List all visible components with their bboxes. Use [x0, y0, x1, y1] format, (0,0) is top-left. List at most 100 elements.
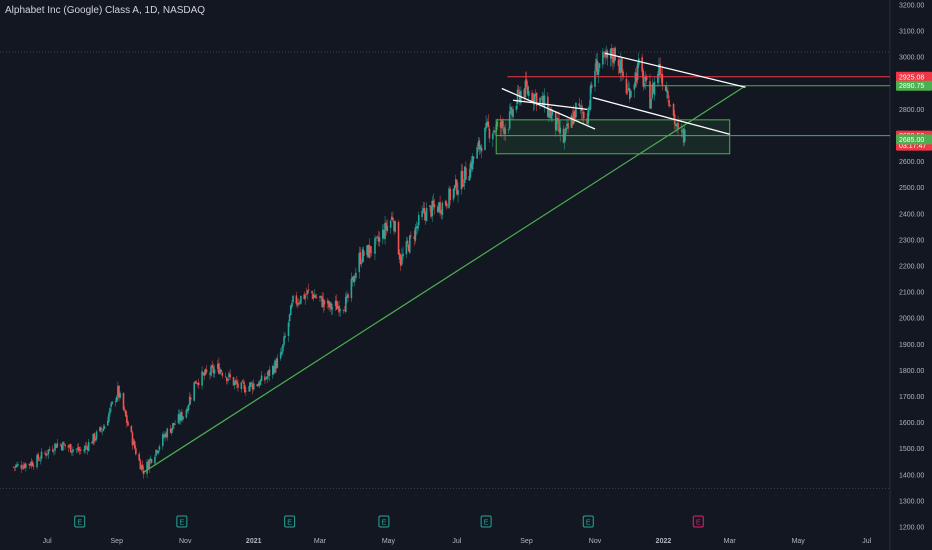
- candle-body: [165, 433, 167, 438]
- candle-body: [578, 103, 581, 106]
- earnings-marker[interactable]: E: [378, 515, 390, 528]
- candle-body: [485, 122, 487, 129]
- candle-body: [657, 73, 659, 83]
- earnings-marker-label: E: [180, 520, 185, 527]
- candle-body: [414, 227, 417, 241]
- candle-body: [344, 297, 347, 313]
- candle-body: [447, 207, 449, 209]
- earnings-marker[interactable]: E: [74, 515, 86, 528]
- earnings-marker[interactable]: E: [284, 515, 296, 528]
- candle-body: [225, 377, 228, 382]
- x-tick-label: 2021: [246, 538, 262, 545]
- candle-body: [368, 245, 371, 258]
- earnings-marker[interactable]: E: [176, 515, 188, 528]
- candle-body: [437, 206, 439, 213]
- candle-body: [541, 95, 544, 99]
- candle-body: [484, 127, 486, 151]
- candle-body: [271, 365, 274, 375]
- candle-body: [16, 464, 18, 467]
- candle-body: [559, 127, 561, 134]
- candle-body: [20, 465, 23, 469]
- candle-body: [138, 454, 141, 461]
- candle-body: [376, 236, 379, 237]
- earnings-marker[interactable]: E: [480, 515, 492, 528]
- earnings-marker[interactable]: E: [692, 515, 704, 528]
- candle-body: [493, 130, 495, 133]
- trendline-0[interactable]: [143, 85, 746, 473]
- candle-body: [12, 466, 15, 468]
- candle-body: [360, 262, 363, 264]
- candle-body: [95, 431, 98, 440]
- candle-body: [297, 302, 300, 304]
- earnings-marker-box: [692, 515, 704, 528]
- candle-body: [283, 336, 285, 345]
- x-tick-label: 2022: [656, 538, 672, 545]
- earnings-marker[interactable]: E: [582, 515, 594, 528]
- earnings-marker-label: E: [287, 520, 292, 527]
- candle-body: [539, 97, 541, 104]
- target-tag-bg: [896, 80, 932, 91]
- candle-body: [117, 385, 119, 397]
- candle-body: [590, 84, 593, 89]
- x-tick-label: Mar: [314, 538, 327, 545]
- candle-body: [413, 236, 416, 239]
- candle-body: [504, 128, 506, 135]
- candle-body: [227, 378, 229, 382]
- candle-body: [197, 382, 200, 386]
- candle-body: [343, 310, 346, 312]
- candle-body: [581, 112, 584, 114]
- candle-body: [111, 401, 114, 404]
- candle-body: [681, 130, 684, 133]
- x-tick-label: Sep: [111, 538, 124, 545]
- candle-body: [102, 428, 105, 431]
- y-tick-label: 3000.00: [899, 55, 924, 62]
- candle-body: [664, 85, 667, 91]
- candle-body: [571, 116, 574, 125]
- y-tick-label: 2200.00: [899, 264, 924, 271]
- chart-title: Alphabet Inc (Google) Class A, 1D, NASDA…: [5, 5, 206, 16]
- candle-body: [63, 443, 65, 445]
- candle-body: [659, 63, 661, 75]
- candle-body: [59, 444, 62, 445]
- earnings-marker-label: E: [586, 520, 591, 527]
- candle-body: [446, 203, 448, 207]
- trendline-4[interactable]: [604, 52, 746, 88]
- candle-body: [148, 460, 151, 469]
- candle-body: [236, 380, 238, 385]
- candle-body: [366, 245, 368, 255]
- trendline-1[interactable]: [501, 87, 596, 130]
- candle-body: [358, 253, 361, 272]
- candle-body: [219, 369, 221, 374]
- candle-body: [370, 251, 373, 253]
- candle-body: [150, 459, 153, 463]
- candle-body: [644, 76, 647, 82]
- candle-body: [471, 156, 474, 170]
- candle-body: [265, 378, 267, 380]
- candle-body: [626, 91, 629, 92]
- candle-body: [547, 96, 549, 117]
- candle-body: [405, 241, 408, 255]
- candle-body: [533, 94, 536, 105]
- candle-body: [242, 382, 245, 384]
- support-zone-rect[interactable]: [495, 119, 731, 155]
- trendline-2[interactable]: [512, 99, 588, 111]
- candle-body: [17, 464, 19, 466]
- candle-body: [29, 463, 32, 466]
- candle-body: [245, 391, 247, 392]
- candle-body: [205, 369, 208, 373]
- candle-body: [28, 463, 30, 465]
- candle-body: [157, 450, 160, 454]
- candle-body: [295, 295, 298, 304]
- candle-body: [456, 180, 458, 195]
- trendline-3[interactable]: [592, 97, 730, 135]
- candle-body: [204, 369, 207, 375]
- candle-body: [661, 73, 664, 86]
- candle-body: [127, 421, 129, 426]
- candle-body: [276, 358, 279, 368]
- earnings-marker-box: [284, 515, 296, 528]
- candle-body: [329, 302, 331, 308]
- candle-body: [462, 184, 465, 187]
- candle-body: [625, 78, 628, 94]
